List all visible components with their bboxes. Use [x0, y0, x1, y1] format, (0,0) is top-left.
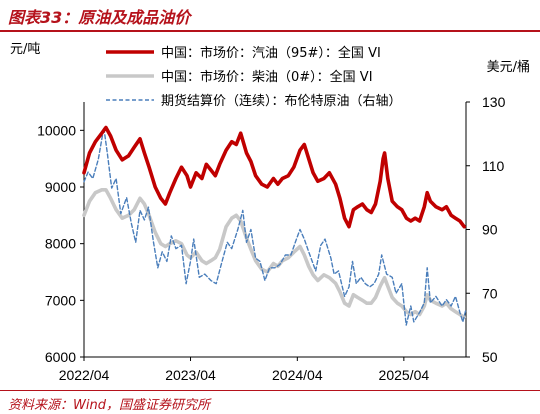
series-layer: [82, 125, 467, 326]
series-gasoline-line: [82, 125, 467, 229]
right-tick-label: 130: [482, 94, 506, 110]
x-tick-label: 2025/04: [379, 367, 430, 383]
right-tick-label: 110: [482, 158, 505, 174]
right-tick-label: 50: [482, 349, 498, 365]
oil-price-chart: 6000 7000 8000 9000 10000 50 70 90 110 130 2022/04…: [10, 42, 530, 383]
right-axis-unit: 美元/桶: [487, 60, 530, 75]
left-tick-label: 9000: [45, 179, 76, 195]
right-tick-label: 90: [482, 222, 498, 238]
axes: 6000 7000 8000 9000 10000 50 70 90 110 130 2022/04…: [37, 94, 506, 383]
legend-gasoline-label: 中国：市场价：汽油（95#）：全国 VI: [161, 45, 381, 61]
series-brent-line: [83, 126, 467, 326]
x-tick-label: 2024/04: [272, 367, 323, 383]
left-axis-unit: 元/吨: [10, 42, 40, 57]
right-tick-label: 70: [482, 285, 498, 301]
x-tick-label: 2022/04: [59, 367, 110, 383]
left-tick-label: 8000: [45, 236, 76, 252]
left-tick-label: 7000: [45, 292, 76, 308]
series-diesel-line: [82, 188, 467, 320]
chart-title: 图表33：原油及成品油价: [8, 8, 191, 27]
footer-rule: [0, 390, 540, 391]
x-tick-label: 2023/04: [165, 367, 216, 383]
source-note: 资料来源：Wind，国盛证券研究所: [8, 398, 210, 413]
legend: 中国：市场价：汽油（95#）：全国 VI 中国：市场价：柴油（0#）：全国 VI 期…: [106, 45, 402, 109]
legend-diesel-label: 中国：市场价：柴油（0#）：全国 VI: [161, 69, 373, 85]
title-underline: [0, 30, 540, 32]
left-tick-label: 10000: [37, 122, 76, 138]
legend-brent-label: 期货结算价（连续）：布伦特原油（右轴）: [161, 93, 402, 109]
left-tick-label: 6000: [45, 349, 76, 365]
